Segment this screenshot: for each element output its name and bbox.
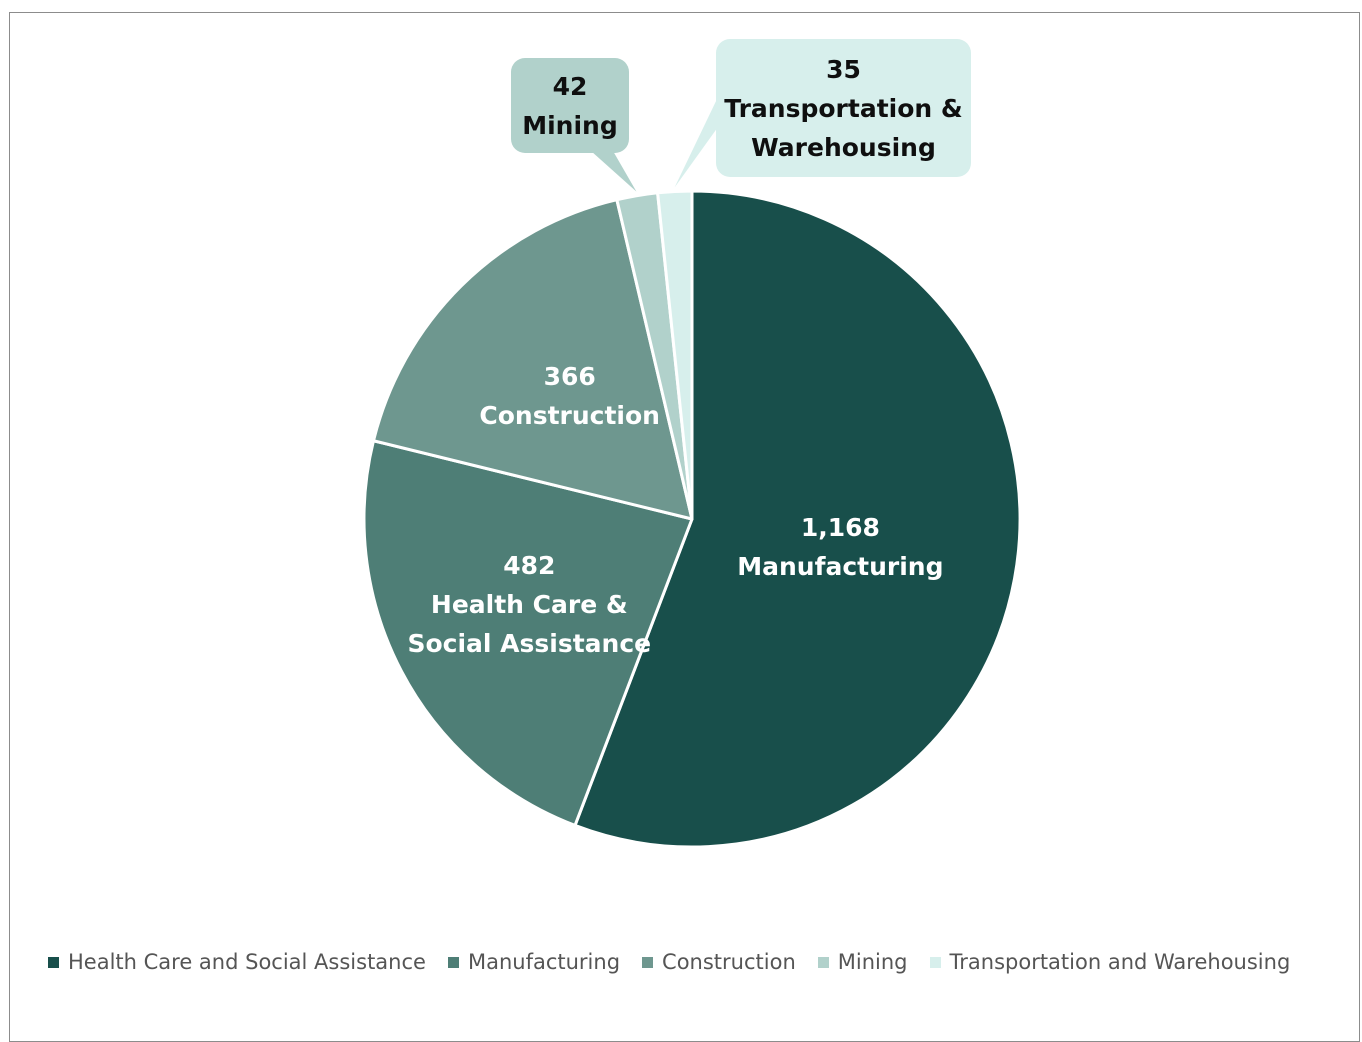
legend-item: Transportation and Warehousing [929,950,1291,974]
callout-pointer [591,151,637,192]
data-label-value: 1,168 [801,513,880,542]
legend-label: Construction [662,950,796,974]
data-label-category: Warehousing [751,133,936,162]
data-label: 482 Health Care & Social Assistance [407,551,651,658]
legend-swatch [929,956,941,968]
callout-pointer [674,97,718,188]
data-label-category: Construction [479,401,660,430]
data-label: 42 Mining [522,72,618,140]
legend-item: Manufacturing [447,950,621,974]
pie-slice [573,189,1022,849]
data-label-value: 482 [503,551,555,580]
legend-item: Health Care and Social Assistance [48,950,426,974]
data-label-value: 35 [826,55,861,84]
data-label-category: Mining [522,111,618,140]
pie-slice [371,198,694,521]
data-label-value: 366 [544,362,596,391]
callout-box [716,39,971,177]
callout-box [511,58,629,153]
legend-item: Mining [817,950,908,974]
data-label-category: Manufacturing [737,552,943,581]
callout [511,58,637,192]
legend-label: Manufacturing [467,950,621,974]
data-label: 366 Construction [479,362,660,430]
legend-label: Mining [837,950,908,974]
data-label-category: Transportation & [724,94,962,123]
pie-slice [656,189,694,521]
callout [674,39,971,188]
data-label-value: 42 [553,72,588,101]
legend-swatch [48,956,59,968]
data-label: 1,168 Manufacturing [737,513,943,581]
legend-swatch [447,956,459,968]
legend-swatch [817,956,829,968]
legend-label: Health Care and Social Assistance [68,950,426,974]
chart-legend: Health Care and Social Assistance Manufa… [48,950,1312,974]
legend-item: Construction [642,950,796,974]
data-label-category: Social Assistance [407,629,651,658]
data-label-category: Health Care & [431,590,628,619]
legend-swatch [642,956,654,968]
data-label: 35 Transportation & Warehousing [724,55,962,162]
pie-slice [362,439,694,827]
legend-label: Transportation and Warehousing [949,950,1291,974]
